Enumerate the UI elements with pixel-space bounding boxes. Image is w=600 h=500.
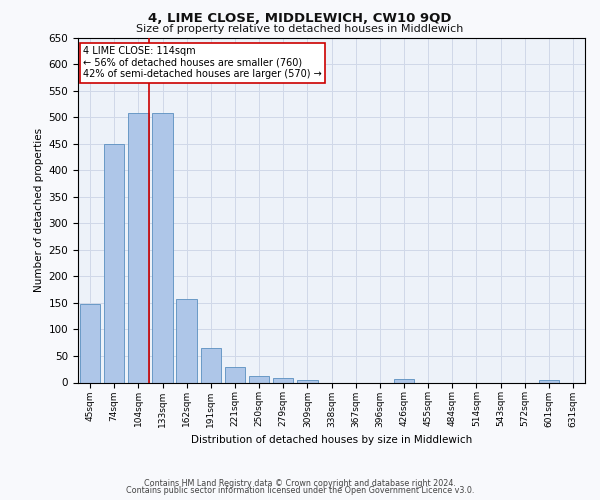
Text: Contains HM Land Registry data © Crown copyright and database right 2024.: Contains HM Land Registry data © Crown c… xyxy=(144,478,456,488)
Bar xyxy=(539,380,559,382)
Bar xyxy=(200,348,221,382)
Bar xyxy=(273,378,293,382)
Bar xyxy=(104,144,124,382)
Bar xyxy=(297,380,317,382)
Text: Contains public sector information licensed under the Open Government Licence v3: Contains public sector information licen… xyxy=(126,486,474,495)
Bar xyxy=(224,366,245,382)
Text: 4 LIME CLOSE: 114sqm
← 56% of detached houses are smaller (760)
42% of semi-deta: 4 LIME CLOSE: 114sqm ← 56% of detached h… xyxy=(83,46,322,80)
Bar xyxy=(394,380,414,382)
Y-axis label: Number of detached properties: Number of detached properties xyxy=(34,128,44,292)
Text: 4, LIME CLOSE, MIDDLEWICH, CW10 9QD: 4, LIME CLOSE, MIDDLEWICH, CW10 9QD xyxy=(148,12,452,26)
Bar xyxy=(152,114,173,382)
Bar xyxy=(249,376,269,382)
Text: Size of property relative to detached houses in Middlewich: Size of property relative to detached ho… xyxy=(136,24,464,34)
Bar xyxy=(176,298,197,382)
Bar xyxy=(80,304,100,382)
Bar xyxy=(128,114,149,382)
X-axis label: Distribution of detached houses by size in Middlewich: Distribution of detached houses by size … xyxy=(191,435,472,445)
